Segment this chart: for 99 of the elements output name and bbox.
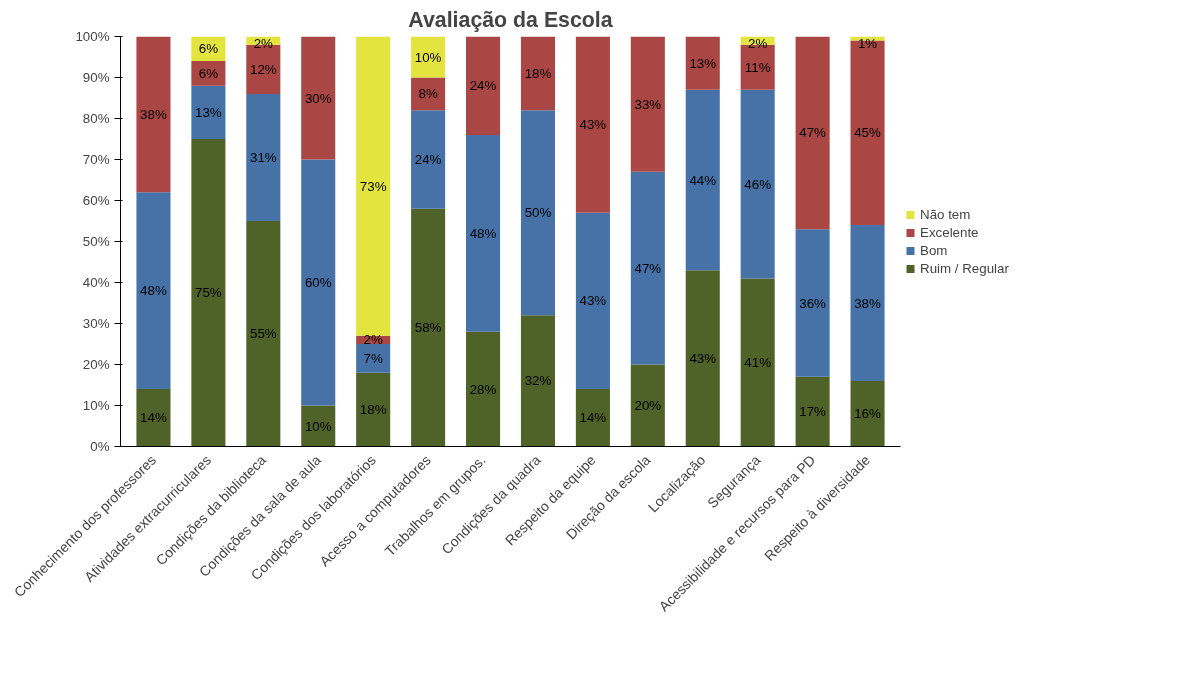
data-label: 46% [744, 176, 772, 192]
data-label: 48% [469, 225, 497, 241]
bar [685, 89, 720, 271]
y-tick-label: 100% [75, 29, 110, 44]
bar [685, 36, 720, 90]
data-label: 75% [195, 285, 222, 301]
data-label: 48% [140, 283, 167, 299]
y-tick-label: 60% [82, 193, 110, 208]
bar [740, 89, 775, 279]
bar [740, 278, 775, 447]
data-label: 6% [198, 65, 219, 81]
data-label: 43% [579, 293, 607, 309]
bar [191, 139, 226, 447]
bar [136, 389, 171, 447]
bar [850, 380, 885, 447]
legend-label: Ruim / Regular [920, 260, 1009, 276]
y-tick-label: 40% [82, 275, 110, 290]
data-label: 44% [689, 172, 717, 188]
data-label: 14% [140, 410, 167, 426]
bar [136, 192, 171, 390]
data-label: 45% [854, 125, 882, 141]
data-label: 28% [469, 381, 497, 397]
data-label: 24% [414, 152, 442, 167]
bar [301, 36, 336, 160]
data-label: 36% [799, 295, 827, 311]
chart-title: Avaliação da Escola [408, 7, 613, 32]
data-label: 43% [689, 350, 717, 366]
bar [520, 36, 555, 111]
y-tick-label: 70% [82, 152, 110, 167]
bar [411, 208, 446, 447]
data-label: 12% [249, 61, 277, 77]
y-tick-label: 0% [90, 439, 110, 454]
data-label: 17% [799, 404, 827, 420]
data-label: 8% [418, 86, 438, 102]
bar [630, 171, 665, 365]
data-label: 10% [304, 418, 332, 434]
bar [466, 36, 501, 135]
bar [520, 315, 555, 447]
bar [136, 36, 171, 193]
data-label: 10% [414, 49, 442, 65]
data-label: 18% [359, 402, 387, 418]
data-label: 6% [198, 41, 219, 57]
data-label: 1% [857, 36, 878, 52]
data-label: 30% [304, 90, 332, 106]
data-label: 14% [579, 410, 607, 426]
data-label: 47% [634, 260, 662, 276]
bar [356, 36, 391, 336]
data-label: 47% [799, 125, 827, 141]
bar [246, 93, 281, 221]
data-label: 73% [359, 178, 387, 194]
bar [356, 344, 391, 373]
legend-label: Excelente [920, 224, 979, 240]
y-tick-label: 20% [82, 357, 110, 372]
bar [795, 229, 830, 377]
bar [850, 225, 885, 381]
bar [520, 110, 555, 316]
data-label: 7% [363, 350, 383, 366]
bar [795, 376, 830, 447]
bar [466, 331, 501, 447]
data-label: 60% [304, 275, 332, 290]
bar [630, 36, 665, 172]
data-label: 41% [744, 354, 772, 370]
bar [191, 85, 226, 139]
data-label: 13% [195, 104, 222, 120]
bar [356, 372, 391, 447]
bar [685, 270, 720, 447]
data-label: 32% [524, 373, 552, 389]
y-tick-label: 30% [82, 316, 110, 331]
data-label: 58% [414, 320, 442, 336]
bar [466, 134, 501, 332]
legend-label: Bom [920, 242, 948, 258]
bar [575, 389, 610, 447]
bar [575, 36, 610, 213]
y-tick-label: 90% [82, 70, 110, 85]
bar [411, 110, 446, 209]
data-label: 43% [579, 117, 607, 133]
data-label: 20% [634, 398, 662, 413]
data-label: 55% [249, 326, 277, 342]
bar [246, 221, 281, 447]
bar [630, 364, 665, 447]
data-label: 31% [249, 149, 277, 165]
data-label: 11% [744, 59, 771, 75]
bar [301, 159, 336, 406]
bar [575, 212, 610, 390]
data-label: 13% [689, 55, 717, 71]
data-label: 16% [854, 406, 882, 422]
y-tick-label: 50% [82, 234, 110, 249]
data-label: 38% [140, 106, 167, 122]
legend-label: Não tem [920, 206, 971, 222]
data-label: 2% [363, 332, 383, 348]
data-label: 24% [469, 78, 497, 94]
y-tick-label: 10% [82, 398, 110, 413]
data-label: 38% [854, 295, 882, 311]
data-label: 18% [524, 65, 552, 81]
bar [850, 40, 885, 226]
y-tick-label: 80% [82, 111, 110, 126]
bar [795, 36, 830, 230]
data-label: 33% [634, 96, 662, 112]
data-label: 50% [524, 205, 552, 221]
